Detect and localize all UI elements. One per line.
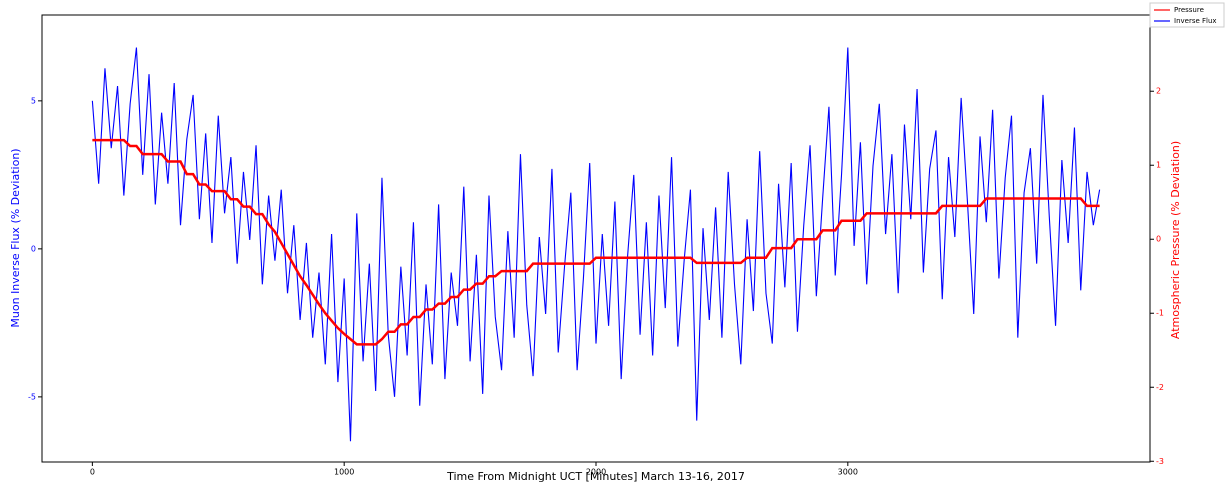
y-axis-label: Muon Inverse Flux (% Deviation) <box>9 148 22 327</box>
legend-label: Pressure <box>1174 6 1204 14</box>
legend-box <box>1149 2 1225 28</box>
y2-tick-label: -1 <box>1156 309 1164 318</box>
y-tick-label: 5 <box>31 96 36 105</box>
plot-frame <box>41 14 1151 463</box>
y2-axis-label: Atmospheric Pressure (% Deviation) <box>1169 141 1182 339</box>
y2-tick-label: -2 <box>1156 383 1164 392</box>
x-tick-label: 2000 <box>586 468 606 477</box>
y2-tick-label: 2 <box>1156 87 1161 96</box>
y2-tick-label: 1 <box>1156 161 1161 170</box>
y2-tick-label: -3 <box>1156 457 1164 466</box>
data-line <box>92 138 1100 346</box>
y-tick-label: 0 <box>31 244 36 253</box>
y-tick-label: -5 <box>28 392 36 401</box>
x-tick-label: 3000 <box>838 468 858 477</box>
y2-tick-label: 0 <box>1156 235 1161 244</box>
data-line <box>91 47 1101 442</box>
legend-label: Inverse Flux <box>1174 17 1217 25</box>
x-tick-label: 1000 <box>334 468 354 477</box>
x-tick-label: 0 <box>90 468 95 477</box>
x-axis-label: Time From Midnight UCT [Minutes] March 1… <box>446 470 745 483</box>
